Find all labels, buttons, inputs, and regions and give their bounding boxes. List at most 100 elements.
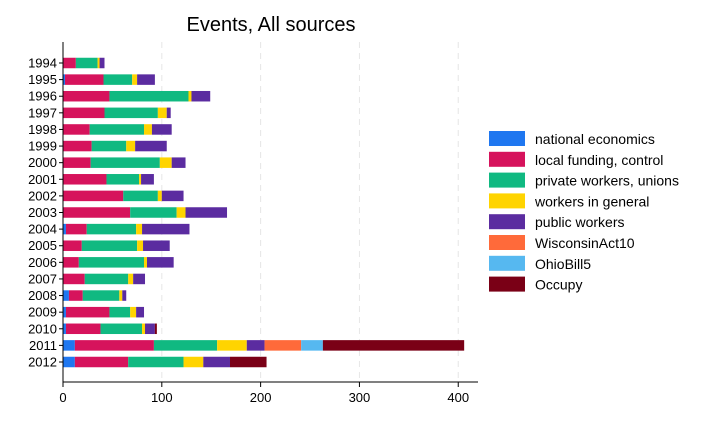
y-tick-label-2006: 2006 (28, 255, 57, 270)
bar-1999-private-workers-unions (91, 140, 127, 152)
y-tick-label-2008: 2008 (28, 288, 57, 303)
x-tick-label-100: 100 (151, 390, 173, 405)
legend-swatch-workers-in-general (489, 193, 525, 209)
bar-1997-public-workers (166, 107, 171, 119)
legend-label-occupy: Occupy (535, 277, 582, 293)
bar-2011-public-workers (246, 340, 265, 351)
bar-2005-public-workers (143, 240, 170, 251)
legend-swatch-private-workers-unions (489, 172, 525, 188)
bar-2004-national-economics (63, 223, 66, 235)
bar-2012-occupy (229, 356, 267, 368)
bar-2001-private-workers-unions (106, 174, 140, 185)
bar-1997-workers-in-general (157, 107, 167, 119)
bar-2010-workers-in-general (142, 323, 146, 335)
bar-1999-workers-in-general (126, 140, 136, 152)
y-tick-label-1996: 1996 (28, 89, 57, 104)
bars (63, 57, 465, 368)
bar-2004-public-workers (142, 223, 190, 235)
legend-label-national-economics: national economics (535, 131, 655, 147)
bar-2005-local-funding-control (63, 240, 82, 251)
bar-2009-workers-in-general (130, 306, 137, 318)
bar-2009-national-economics (63, 306, 66, 318)
bar-2007-local-funding-control (63, 273, 85, 285)
bar-1995-private-workers-unions (103, 74, 133, 85)
bar-2007-public-workers (133, 273, 146, 285)
y-tick-label-1997: 1997 (28, 105, 57, 120)
bar-2011-workers-in-general (217, 340, 247, 351)
bar-2002-private-workers-unions (123, 190, 158, 202)
y-tick-label-2011: 2011 (29, 338, 57, 353)
y-tick-label-1999: 1999 (28, 139, 57, 154)
bar-2002-public-workers (161, 190, 184, 202)
bar-1998-private-workers-unions (89, 124, 145, 135)
bar-2007-workers-in-general (128, 273, 134, 285)
bar-2008-national-economics (63, 290, 69, 301)
bar-2012-workers-in-general (183, 356, 204, 368)
y-tick-label-1994: 1994 (28, 56, 57, 71)
y-tick-label-2001: 2001 (28, 172, 57, 187)
bar-2001-local-funding-control (63, 174, 107, 185)
legend-label-ohiobill5: OhioBill5 (535, 256, 591, 272)
bar-1998-public-workers (151, 124, 172, 135)
bar-2003-local-funding-control (63, 207, 131, 218)
bar-1998-local-funding-control (63, 124, 90, 135)
bar-1994-public-workers (99, 57, 105, 69)
bar-2010-private-workers-unions (100, 323, 143, 335)
x-tick-label-300: 300 (349, 390, 371, 405)
bar-2003-private-workers-unions (130, 207, 177, 218)
bar-2001-workers-in-general (139, 174, 142, 185)
bar-2012-private-workers-unions (128, 356, 184, 368)
bar-2002-local-funding-control (63, 190, 124, 202)
legend-label-local-funding-control: local funding, control (535, 152, 663, 168)
bar-1994-private-workers-unions (75, 57, 98, 69)
legend-label-public-workers: public workers (535, 214, 624, 230)
bar-2000-public-workers (171, 157, 186, 168)
bar-2006-local-funding-control (63, 257, 79, 268)
bar-1996-local-funding-control (63, 90, 110, 102)
bar-2011-private-workers-unions (153, 340, 218, 351)
bar-2001-public-workers (141, 174, 154, 185)
bar-2008-private-workers-unions (82, 290, 120, 301)
bar-2006-public-workers (146, 257, 174, 268)
y-tick-label-2012: 2012 (28, 355, 57, 370)
bar-1995-local-funding-control (64, 74, 104, 85)
legend-label-private-workers-unions: private workers, unions (535, 173, 679, 189)
bar-2009-public-workers (136, 306, 145, 318)
bar-2008-local-funding-control (68, 290, 83, 301)
y-tick-label-2003: 2003 (28, 205, 57, 220)
legend-swatch-wisconsinact10 (489, 235, 525, 250)
legend: national economics local funding, control… (489, 131, 679, 293)
bar-1997-private-workers-unions (104, 107, 158, 119)
bar-1994-local-funding-control (63, 57, 76, 69)
bar-2006-workers-in-general (144, 257, 147, 268)
bar-1996-public-workers (191, 90, 211, 102)
bar-2011-national-economics (63, 340, 75, 351)
bar-1995-public-workers (137, 74, 155, 85)
bar-2011-ohiobill5 (301, 340, 323, 351)
bar-2000-local-funding-control (63, 157, 91, 168)
bar-2004-private-workers-unions (86, 223, 137, 235)
bar-2000-private-workers-unions (90, 157, 160, 168)
bar-2011-local-funding-control (74, 340, 154, 351)
legend-swatch-national-economics (489, 131, 525, 146)
legend-label-wisconsinact10: WisconsinAct10 (535, 235, 635, 251)
bar-2004-workers-in-general (136, 223, 143, 235)
bar-2000-workers-in-general (159, 157, 172, 168)
bar-2012-local-funding-control (74, 356, 129, 368)
x-tick-label-400: 400 (447, 390, 469, 405)
bar-2006-private-workers-unions (78, 257, 145, 268)
bar-2012-national-economics (63, 356, 75, 368)
legend-swatch-ohiobill5 (489, 255, 525, 271)
bar-2005-private-workers-unions (81, 240, 138, 251)
y-tick-label-2010: 2010 (28, 321, 57, 336)
legend-swatch-local-funding-control (489, 151, 525, 167)
bar-2008-workers-in-general (119, 290, 123, 301)
bar-2003-workers-in-general (176, 207, 186, 218)
y-tick-label-1995: 1995 (28, 72, 57, 87)
y-tick-label-2005: 2005 (28, 238, 57, 253)
legend-label-workers-in-general: workers in general (534, 193, 649, 209)
bar-1996-workers-in-general (188, 90, 192, 102)
y-tick-label-2009: 2009 (28, 305, 57, 320)
bar-2011-wisconsinact10 (264, 340, 302, 351)
